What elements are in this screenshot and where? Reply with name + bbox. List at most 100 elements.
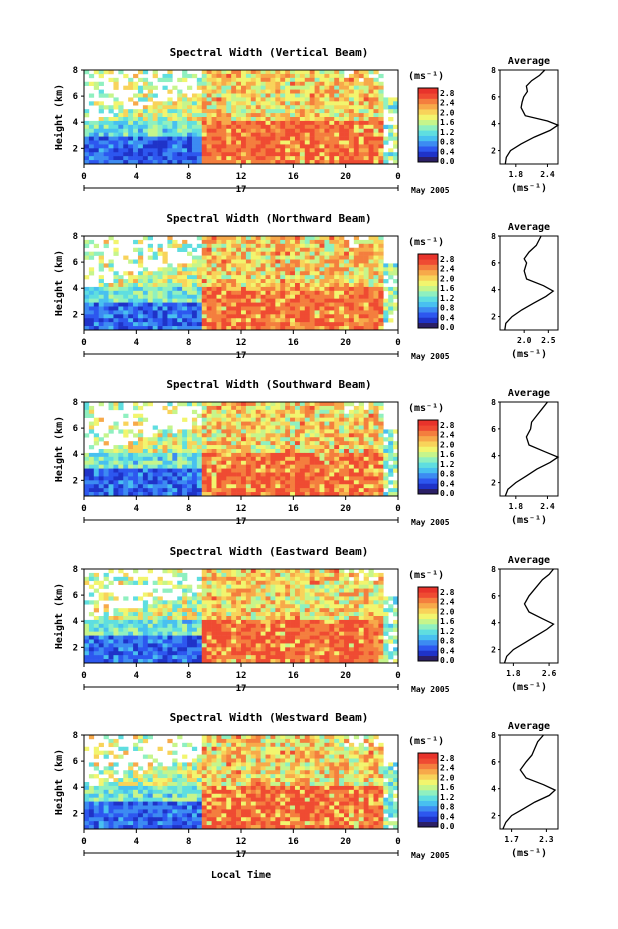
day-label: 17 <box>236 185 247 195</box>
heatmap-cell <box>147 89 153 94</box>
heatmap-cell <box>290 580 296 585</box>
heatmap-cell <box>103 619 109 625</box>
heatmap-cell <box>88 255 95 260</box>
heatmap-cell <box>329 600 335 605</box>
heatmap-cell <box>250 592 257 597</box>
heatmap-cell <box>324 279 330 284</box>
heatmap-cell <box>226 600 232 605</box>
heatmap-cell <box>285 445 291 450</box>
heatmap-cell <box>221 247 227 252</box>
heatmap-cell <box>88 488 95 493</box>
heatmap-cell <box>319 437 325 442</box>
heatmap-cell <box>319 275 325 280</box>
heatmap-cell <box>339 77 345 83</box>
heatmap-cell <box>270 255 276 260</box>
heatmap-cell <box>373 476 379 481</box>
heatmap-cell <box>358 612 364 617</box>
heatmap-cell <box>255 105 261 110</box>
heatmap-cell <box>196 132 203 137</box>
heatmap-cell <box>241 271 247 276</box>
heatmap-cell <box>304 302 310 307</box>
heatmap-cell <box>393 619 399 625</box>
heatmap-cell <box>339 283 345 288</box>
heatmap-cell <box>245 580 252 585</box>
heatmap-cell <box>142 81 149 86</box>
heatmap-cell <box>334 584 340 589</box>
heatmap-cell <box>118 492 124 497</box>
heatmap-cell <box>88 298 95 303</box>
heatmap-cell <box>157 623 163 629</box>
heatmap-cell <box>275 449 281 454</box>
heatmap-cell <box>191 140 198 145</box>
heatmap-cell <box>241 616 247 621</box>
heatmap-cell <box>137 623 144 629</box>
heatmap-cell <box>118 70 124 75</box>
heatmap-cell <box>275 306 281 311</box>
heatmap-cell <box>196 101 203 106</box>
heatmap-cell <box>211 101 217 106</box>
heatmap-cell <box>236 576 242 582</box>
heatmap-cell <box>368 572 374 578</box>
heatmap-cell <box>206 449 212 454</box>
heatmap-cell <box>137 460 144 465</box>
heatmap-cell <box>260 113 266 118</box>
heatmap-cell <box>290 464 296 469</box>
heatmap-cell <box>118 326 124 331</box>
heatmap-cell <box>250 572 257 578</box>
heatmap-cell <box>378 279 384 284</box>
heatmap-cell <box>108 464 114 469</box>
heatmap-cell <box>216 243 222 249</box>
colorbar-tick-label: 2.8 <box>440 89 455 98</box>
heatmap-cell <box>231 405 237 411</box>
heatmap-cell <box>245 255 252 260</box>
heatmap-cell <box>123 279 129 284</box>
heatmap-cell <box>368 452 374 458</box>
heatmap-cell <box>241 413 247 418</box>
heatmap-cell <box>147 464 153 469</box>
heatmap-cell <box>211 456 217 462</box>
heatmap-cell <box>383 302 389 307</box>
heatmap-cell <box>265 236 271 241</box>
heatmap-cell <box>142 402 149 407</box>
heatmap-cell <box>265 433 271 438</box>
heatmap-cell <box>280 243 286 249</box>
heatmap-cell <box>250 322 257 327</box>
heatmap-cell <box>113 247 119 252</box>
heatmap-cell <box>314 160 320 165</box>
heatmap-cell <box>241 70 247 75</box>
heatmap-cell <box>353 283 360 288</box>
heatmap-cell <box>128 318 134 323</box>
heatmap-cell <box>348 402 355 407</box>
heatmap-cell <box>231 132 237 137</box>
heatmap-cell <box>245 409 252 415</box>
heatmap-cell <box>363 417 369 422</box>
heatmap-cell <box>339 128 345 133</box>
heatmap-cell <box>373 267 379 272</box>
heatmap-cell <box>344 81 350 86</box>
heatmap-cell <box>147 322 153 327</box>
heatmap-cell <box>255 456 261 462</box>
heatmap-cell <box>187 314 193 319</box>
heatmap-cell <box>260 128 266 133</box>
heatmap-cell <box>191 259 198 264</box>
heatmap-cell <box>319 314 325 319</box>
heatmap-cell <box>157 267 163 272</box>
heatmap-cell <box>245 236 252 241</box>
heatmap-cell <box>270 117 276 122</box>
heatmap-cell <box>275 144 281 149</box>
heatmap-cell <box>393 279 399 284</box>
heatmap-cell <box>388 128 394 133</box>
heatmap-cell <box>250 85 257 90</box>
heatmap-cell <box>294 239 301 245</box>
heatmap-cell <box>255 318 261 323</box>
heatmap-cell <box>206 596 212 601</box>
heatmap-cell <box>299 572 306 578</box>
heatmap-cell <box>319 109 325 114</box>
heatmap-cell <box>196 310 203 315</box>
heatmap-cell <box>324 152 330 157</box>
heatmap-cell <box>368 286 374 292</box>
heatmap-cell <box>118 124 124 130</box>
heatmap-cell <box>329 259 335 264</box>
heatmap-cell <box>93 460 100 465</box>
heatmap-cell <box>211 460 217 465</box>
